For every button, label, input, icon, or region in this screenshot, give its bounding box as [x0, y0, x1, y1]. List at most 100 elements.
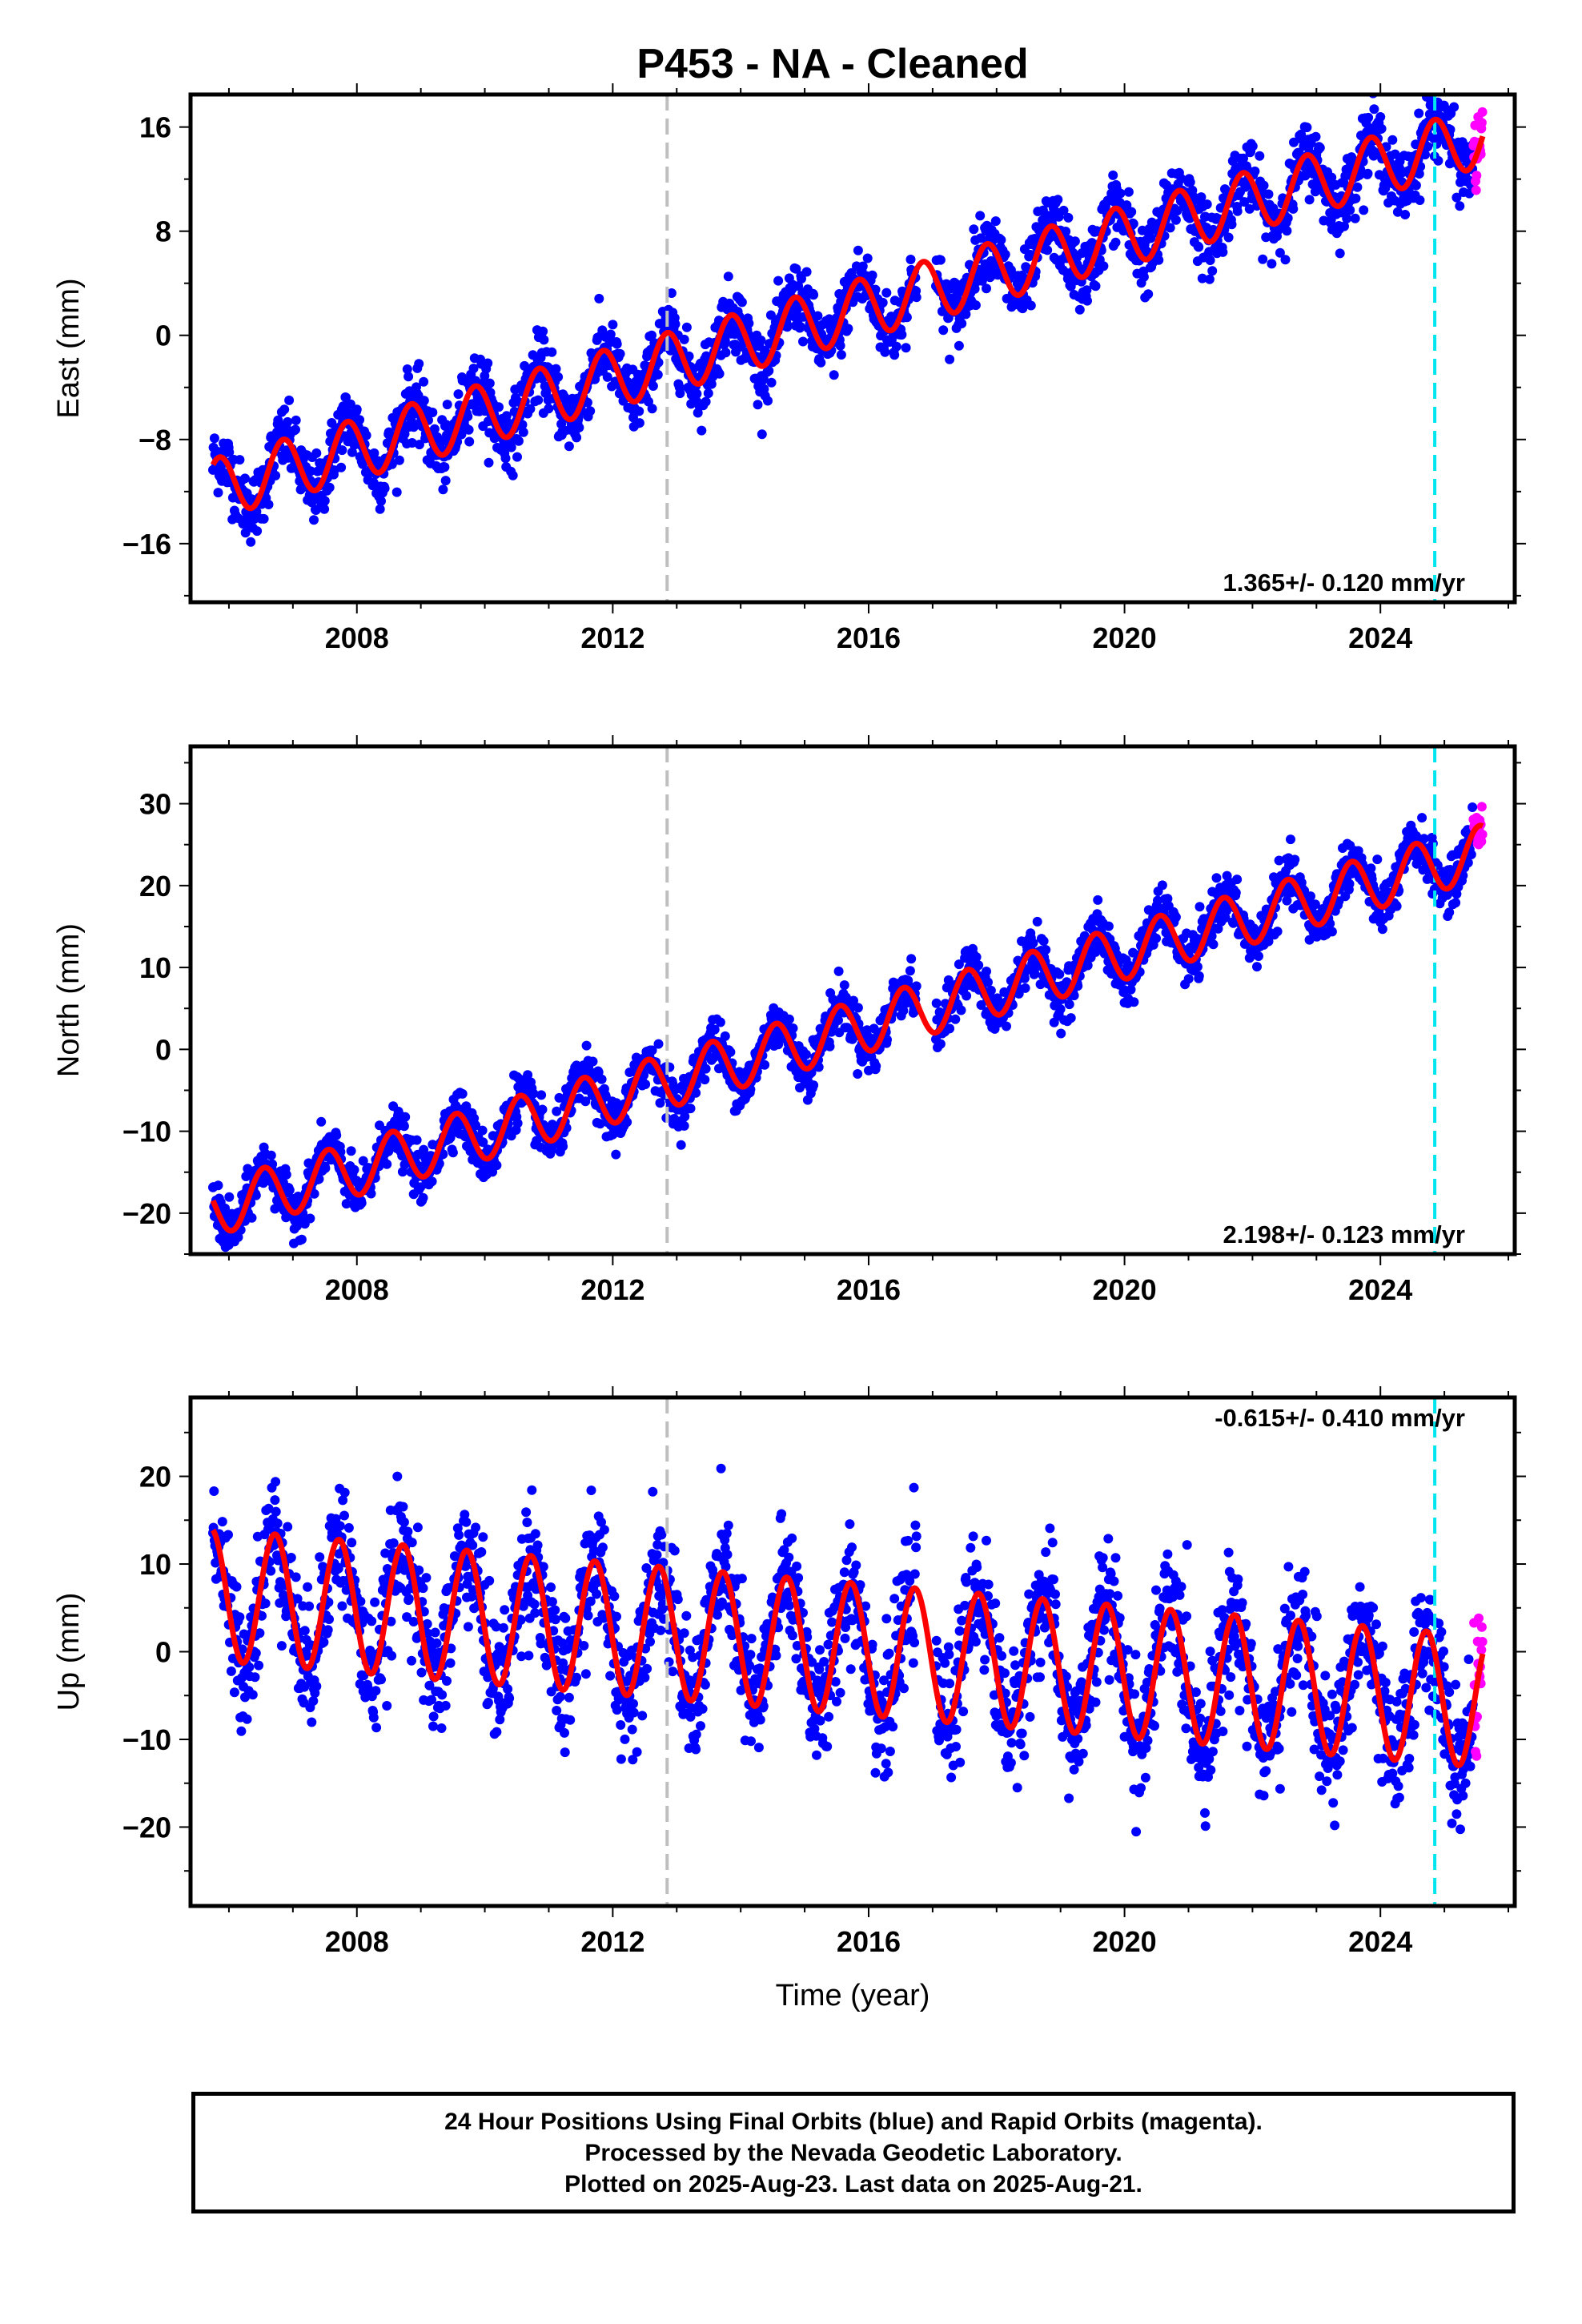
final-orbit-point [1192, 962, 1203, 972]
plot-area-up [208, 1397, 1488, 1906]
final-orbit-point [1183, 974, 1194, 984]
final-orbit-point [1306, 891, 1315, 902]
final-orbit-point [484, 457, 494, 468]
final-orbit-point [1066, 1013, 1076, 1023]
final-orbit-point [346, 1146, 356, 1156]
final-orbit-point [1098, 261, 1109, 271]
final-orbit-point [414, 440, 424, 450]
final-orbit-point [1390, 149, 1400, 159]
final-orbit-point [533, 395, 544, 405]
final-orbit-point [1468, 802, 1478, 812]
y-tick-label: 8 [155, 215, 171, 248]
final-orbit-point [1103, 921, 1114, 931]
final-orbit-point [905, 966, 915, 976]
final-orbit-point [588, 1056, 598, 1067]
final-orbit-point [634, 418, 644, 428]
final-orbit-point [945, 354, 955, 364]
final-orbit-point [538, 326, 548, 336]
final-orbit-point [1463, 858, 1473, 868]
y-tick-label: 20 [139, 870, 171, 903]
final-orbit-point [956, 1005, 966, 1015]
x-tick-label: 2020 [1093, 1273, 1157, 1306]
final-orbit-point [744, 318, 754, 328]
final-orbit-point [1369, 104, 1379, 115]
final-orbit-point [1185, 177, 1195, 187]
final-orbit-point [795, 321, 805, 332]
final-orbit-point [596, 1074, 607, 1084]
final-orbit-point [345, 399, 355, 409]
rapid-orbit-point [1471, 185, 1481, 195]
final-orbit-point [1274, 855, 1284, 866]
final-orbit-point [319, 504, 330, 514]
final-orbit-point [685, 1104, 696, 1114]
final-orbit-point [391, 487, 402, 497]
final-orbit-point [870, 284, 881, 295]
final-orbit-point [1417, 813, 1427, 823]
final-orbit-point [882, 1035, 892, 1045]
final-orbit-point [247, 1212, 257, 1223]
final-orbit-point [857, 261, 868, 271]
final-orbit-point [691, 1088, 701, 1098]
final-orbit-point [1207, 266, 1218, 276]
final-orbit-point [935, 1039, 946, 1049]
final-orbit-point [648, 381, 658, 391]
final-orbit-point [209, 433, 219, 444]
final-orbit-point [337, 445, 347, 456]
final-orbit-point [1082, 285, 1092, 296]
final-orbit-point [484, 378, 495, 388]
final-orbit-point [975, 233, 986, 243]
final-orbit-point [1359, 205, 1369, 215]
final-orbit-point [355, 415, 365, 425]
y-tick-label: 0 [155, 320, 171, 352]
final-orbit-point [1255, 151, 1265, 161]
final-orbit-point [483, 358, 493, 368]
final-orbit-point [644, 396, 653, 407]
final-orbit-point [1363, 168, 1373, 179]
final-orbit-point [1263, 936, 1274, 947]
final-orbit-point [1157, 880, 1167, 891]
final-orbit-point [320, 1163, 331, 1173]
final-orbit-point [957, 319, 967, 328]
final-orbit-point [1055, 1004, 1066, 1015]
final-orbit-point [684, 351, 694, 361]
final-orbit-point [853, 245, 863, 255]
final-orbit-point [252, 526, 263, 537]
final-orbit-point [1020, 983, 1030, 993]
final-orbit-point [1375, 112, 1386, 122]
final-orbit-point [766, 377, 777, 388]
final-orbit-point [1126, 984, 1136, 995]
final-orbit-point [1315, 143, 1325, 153]
final-orbit-point [634, 406, 644, 416]
final-orbit-point [1423, 142, 1433, 152]
final-orbit-point [1275, 247, 1285, 258]
final-orbit-point [513, 436, 524, 446]
final-orbit-point [901, 312, 912, 323]
final-orbit-point [839, 980, 849, 991]
final-orbit-point [1289, 137, 1299, 147]
final-orbit-point [703, 388, 713, 399]
final-orbit-point [518, 427, 528, 437]
final-orbit-point [1064, 999, 1074, 1010]
final-orbit-point [867, 270, 877, 280]
final-orbit-point [1054, 969, 1065, 979]
final-orbit-point [1290, 854, 1300, 865]
final-orbit-point [1170, 215, 1181, 225]
rapid-orbit-point [1477, 830, 1488, 839]
final-orbit-point [523, 1070, 533, 1080]
final-orbit-point [1351, 193, 1361, 203]
final-orbit-point [1350, 213, 1360, 223]
final-orbit-point [1258, 254, 1268, 264]
final-orbit-point [1335, 248, 1345, 259]
final-orbit-point [351, 404, 362, 415]
rapid-orbit-point [1472, 171, 1482, 181]
final-orbit-point [440, 476, 451, 486]
final-orbit-point [1026, 300, 1036, 311]
final-orbit-point [1041, 945, 1051, 955]
final-orbit-point [982, 283, 991, 294]
final-orbit-point [897, 329, 907, 340]
final-orbit-point [1380, 183, 1391, 194]
final-orbit-point [1414, 169, 1424, 179]
final-orbit-point [414, 359, 424, 369]
final-orbit-point [961, 309, 971, 320]
